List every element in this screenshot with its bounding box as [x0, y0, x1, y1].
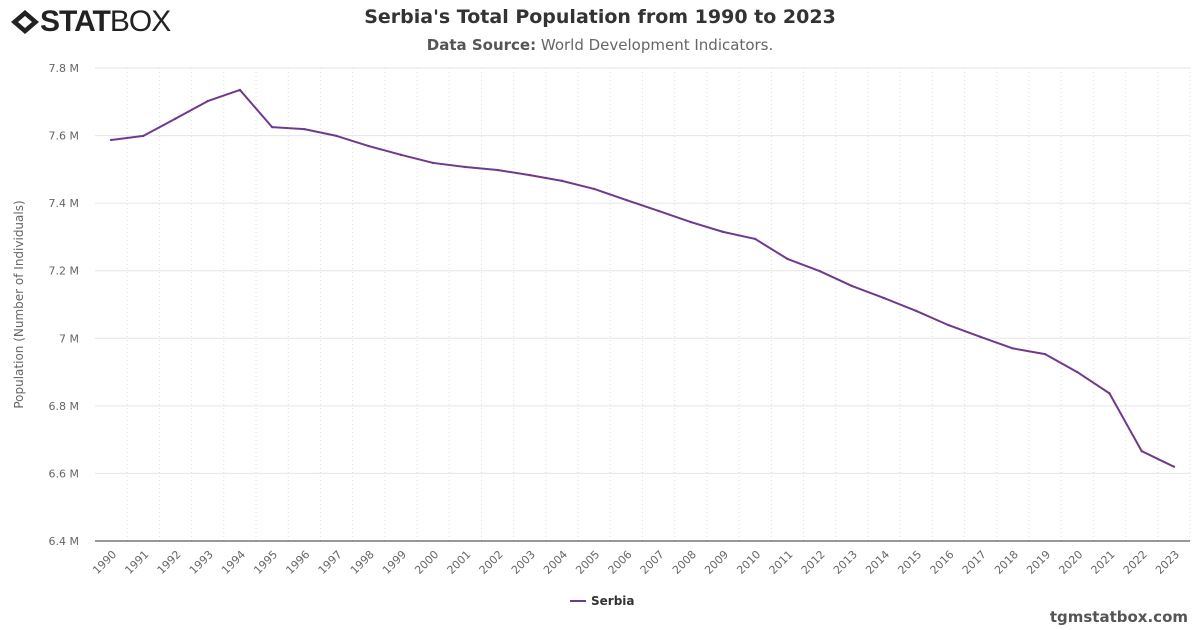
data-point [882, 296, 886, 300]
x-tick-label: 2008 [670, 548, 699, 577]
x-tick-label: 1993 [187, 548, 216, 577]
data-point [915, 309, 918, 313]
data-point [979, 335, 982, 339]
x-tick-label: 1992 [155, 548, 184, 577]
chart-title: Serbia's Total Population from 1990 to 2… [364, 6, 836, 28]
data-point [1043, 352, 1047, 356]
data-point [335, 134, 338, 138]
data-point [431, 161, 435, 165]
logo-text-bold: STAT [40, 5, 111, 38]
legend-label: Serbia [591, 594, 635, 608]
data-point [754, 237, 757, 241]
data-point [270, 125, 274, 129]
source-label: Data Source: [426, 36, 537, 54]
x-tick-label: 2013 [831, 548, 860, 577]
x-tick-label: 2003 [509, 548, 538, 577]
data-point [109, 138, 113, 142]
x-tick-label: 2016 [928, 548, 957, 577]
x-tick-label: 2010 [734, 548, 763, 577]
y-tick-label: 7.6 M [49, 130, 79, 143]
footer-watermark: tgmstatbox.com [1049, 608, 1188, 626]
x-tick-label: 2012 [799, 548, 828, 577]
x-tick-label: 2017 [960, 548, 989, 577]
x-tick-label: 1999 [380, 548, 409, 577]
data-point [1108, 392, 1111, 395]
data-point [689, 220, 693, 224]
y-tick-label: 7.8 M [49, 62, 79, 75]
data-point [592, 187, 596, 191]
data-point [238, 88, 242, 92]
data-point [367, 144, 370, 148]
x-tick-label: 2019 [1024, 548, 1053, 577]
x-tick-label: 2004 [541, 548, 570, 577]
data-point [786, 257, 789, 261]
data-point [399, 153, 403, 157]
data-point [625, 198, 628, 202]
data-point [496, 168, 499, 172]
logo-text-light: BOX [109, 5, 171, 38]
source-value: World Development Indicators. [540, 36, 774, 54]
x-tick-label: 2018 [992, 548, 1021, 577]
y-tick-label: 7.2 M [49, 265, 79, 278]
statbox-logo: STAT BOX [10, 5, 171, 38]
data-point [1076, 370, 1079, 374]
x-tick-label: 2009 [702, 548, 731, 577]
x-tick-label: 2001 [444, 548, 473, 577]
x-tick-label: 2022 [1121, 548, 1150, 577]
x-tick-label: 2007 [638, 548, 667, 577]
data-point [303, 127, 306, 131]
x-tick-label: 2000 [412, 548, 441, 577]
data-point [206, 99, 209, 103]
legend-item-serbia[interactable]: Serbia [570, 594, 635, 608]
data-point [528, 173, 531, 177]
y-tick-label: 6.6 M [49, 467, 79, 480]
x-tick-label: 2006 [606, 548, 635, 577]
x-tick-label: 1998 [348, 548, 377, 577]
x-tick-label: 2021 [1089, 548, 1118, 577]
chart-subtitle: Data Source: World Development Indicator… [0, 36, 1200, 54]
x-tick-label: 2015 [895, 548, 924, 577]
x-tick-label: 1995 [251, 548, 280, 577]
x-tick-label: 1997 [316, 548, 345, 577]
x-tick-label: 1996 [283, 548, 312, 577]
y-tick-label: 7 M [59, 332, 79, 345]
x-tick-label: 2020 [1056, 548, 1085, 577]
y-tick-label: 6.4 M [49, 535, 79, 548]
data-point [721, 230, 725, 234]
x-tick-label: 2005 [573, 548, 602, 577]
data-point [142, 134, 145, 138]
data-point [850, 284, 854, 288]
x-tick-label: 1991 [122, 548, 151, 577]
data-point [657, 209, 660, 213]
x-tick-label: 1990 [90, 548, 119, 577]
data-point [818, 269, 821, 273]
series-line-serbia [110, 88, 1175, 468]
legend-swatch [570, 600, 586, 602]
y-tick-label: 6.8 M [49, 400, 79, 413]
x-tick-label: 2002 [477, 548, 506, 577]
data-point [1011, 347, 1015, 350]
diamond-logo-icon [11, 10, 39, 34]
x-tick-label: 1994 [219, 548, 248, 577]
x-tick-label: 2023 [1153, 548, 1182, 577]
data-point [560, 179, 564, 183]
data-point [464, 165, 467, 169]
data-point [174, 117, 177, 120]
data-point [947, 323, 950, 327]
y-tick-label: 7.4 M [49, 197, 79, 210]
x-tick-label: 2011 [767, 548, 796, 577]
y-axis-label: Population (Number of Individuals) [12, 200, 26, 408]
x-tick-label: 2014 [863, 548, 892, 577]
data-point [1140, 449, 1143, 453]
data-point [1172, 465, 1176, 468]
